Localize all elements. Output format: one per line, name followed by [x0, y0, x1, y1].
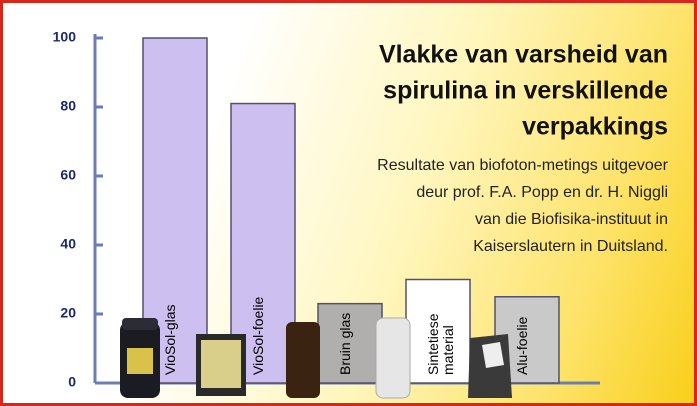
- y-tick-label: 40: [60, 236, 76, 252]
- subtitle: Resultate van biofoton-metings uitgevoer…: [377, 157, 669, 255]
- brown-jar: [286, 322, 320, 398]
- jar-lid: [122, 318, 158, 330]
- y-tick-label: 100: [53, 29, 77, 45]
- bar-label: VioSol-glas: [163, 283, 178, 375]
- packet-label: [201, 340, 241, 388]
- subtitle-line: Kaiserslautern in Duitsland.: [473, 238, 668, 255]
- bar-label: Alu-foelie: [515, 283, 530, 375]
- y-tick-label: 20: [60, 305, 76, 321]
- subtitle-line: Resultate van biofoton-metings uitgevoer: [377, 157, 669, 174]
- chart-title: verpakkings: [522, 113, 668, 141]
- jar-label: [127, 348, 153, 374]
- chart-title: spirulina in verskillende: [383, 77, 668, 105]
- bar-label: Bruin glas: [338, 283, 353, 375]
- y-tick-label: 0: [68, 374, 76, 390]
- subtitle-line: deur prof. F.A. Popp en dr. H. Niggli: [416, 184, 668, 201]
- bar-label: VioSol-foelie: [251, 283, 266, 375]
- white-bottle: [376, 318, 410, 398]
- bar-label: Sintetiese material: [426, 283, 456, 375]
- y-tick-label: 60: [60, 167, 76, 183]
- chart-title: Vlakke van varsheid van: [379, 41, 668, 69]
- y-tick-label: 80: [60, 98, 76, 114]
- titles: Vlakke van varsheid van spirulina in ver…: [379, 41, 668, 141]
- subtitle-line: van die Biofisika-instituut in: [475, 211, 668, 228]
- chart-panel: Vlakke van varsheid van spirulina in ver…: [0, 0, 697, 406]
